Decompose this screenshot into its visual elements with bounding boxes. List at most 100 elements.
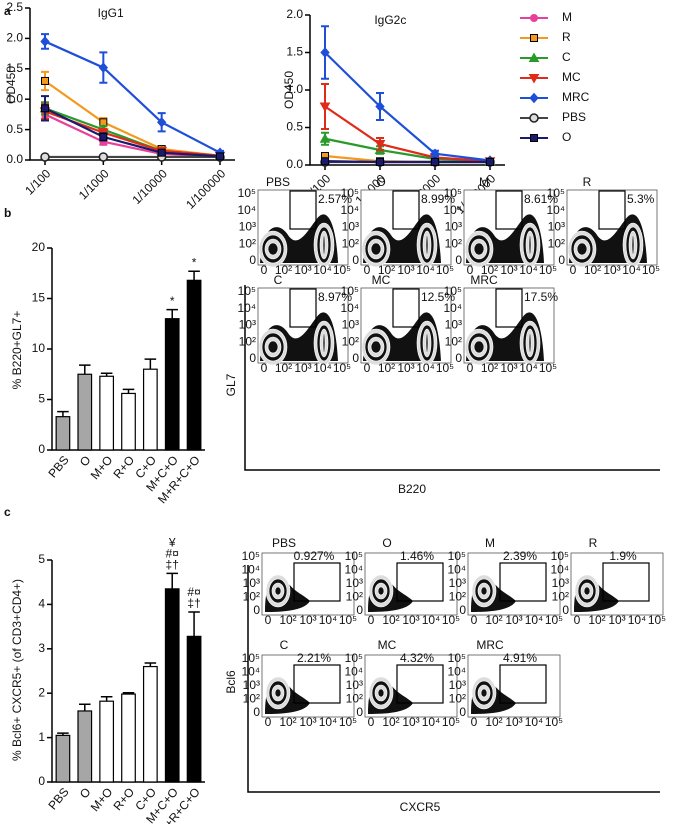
flow-y-tick: 10³ bbox=[552, 576, 569, 590]
bar bbox=[142, 665, 158, 783]
marker bbox=[99, 132, 108, 141]
marker bbox=[320, 47, 330, 58]
y-tick-label: 0.0 bbox=[286, 157, 303, 171]
flow-gate bbox=[396, 664, 444, 704]
x-tick-label: 1/100 bbox=[22, 166, 53, 197]
flow-x-tick: 10⁴ bbox=[313, 263, 332, 277]
flow-y-tick: 10² bbox=[548, 236, 565, 250]
flow-gate bbox=[598, 190, 626, 230]
flow-x-tick: 0 bbox=[261, 263, 268, 277]
flow-x-tick: 10⁴ bbox=[622, 263, 641, 277]
flow-x-tick: 10² bbox=[279, 715, 296, 729]
chart-title: IgG1 bbox=[98, 6, 124, 20]
gate-percent: 2.21% bbox=[297, 651, 331, 665]
flow-contour bbox=[274, 586, 282, 596]
flow-y-tick: 10⁵ bbox=[448, 651, 466, 665]
flow-x-tick: 10² bbox=[378, 263, 395, 277]
flow-y-tick: 0 bbox=[455, 253, 462, 267]
legend-label: R bbox=[562, 30, 571, 44]
flow-contour bbox=[370, 340, 382, 354]
flow-contour bbox=[370, 242, 382, 256]
flow-x-tick: 10⁵ bbox=[339, 715, 357, 729]
flow-plot-title: MC bbox=[372, 273, 391, 287]
y-tick-label: 2.0 bbox=[6, 31, 23, 45]
flow-gate bbox=[293, 562, 341, 602]
flow-gate bbox=[293, 664, 341, 704]
flow-x-tick: 0 bbox=[574, 613, 581, 627]
flow-y-tick: 10⁵ bbox=[238, 186, 256, 200]
flow-y-tick: 0 bbox=[253, 705, 260, 719]
flow-x-tick: 10⁵ bbox=[539, 361, 557, 375]
flow-x-tick: 10⁴ bbox=[313, 361, 332, 375]
flow-y-tick: 0 bbox=[249, 253, 256, 267]
flow-y-tick: 10³ bbox=[449, 576, 466, 590]
bar bbox=[186, 635, 202, 783]
flow-x-tick: 10⁴ bbox=[319, 613, 338, 627]
flow-contour bbox=[425, 332, 429, 354]
flow-y-tick: 0 bbox=[356, 603, 363, 617]
marker bbox=[321, 157, 329, 166]
gate-percent: 8.61% bbox=[524, 192, 558, 206]
marker bbox=[528, 52, 540, 62]
marker bbox=[41, 76, 49, 85]
flow-y-tick: 10² bbox=[449, 692, 466, 706]
axis-line bbox=[244, 285, 660, 471]
flow-x-tick: 10⁴ bbox=[422, 613, 441, 627]
flow-y-tick: 0 bbox=[562, 603, 569, 617]
series-line bbox=[324, 160, 490, 164]
flow-x-tick: 10⁴ bbox=[525, 613, 544, 627]
y-tick-label: 1.5 bbox=[6, 61, 23, 75]
flow-plot-title: C bbox=[274, 273, 283, 287]
flow-x-tick: 10⁵ bbox=[545, 613, 563, 627]
marker bbox=[40, 36, 50, 47]
marker bbox=[216, 152, 224, 161]
y-axis-label: % B220+GL7+ bbox=[10, 311, 24, 390]
flow-contour bbox=[274, 688, 282, 698]
flow-x-tick: 10³ bbox=[603, 263, 620, 277]
legend-label: M bbox=[562, 10, 572, 24]
x-tick-label: R+O bbox=[110, 785, 137, 813]
x-axis-label: B220 bbox=[398, 482, 426, 496]
flow-y-tick: 10² bbox=[239, 236, 256, 250]
flow-contour bbox=[528, 234, 532, 256]
flow-x-tick: 10⁴ bbox=[628, 613, 647, 627]
flow-y-tick: 10³ bbox=[239, 318, 256, 332]
flow-x-tick: 10⁴ bbox=[525, 715, 544, 729]
flow-contour bbox=[322, 332, 326, 354]
flow-contour bbox=[322, 234, 326, 256]
y-axis-label: Bcl6 bbox=[224, 670, 238, 694]
flow-contour bbox=[528, 332, 532, 354]
error-bar bbox=[122, 388, 135, 394]
flow-contour bbox=[480, 586, 488, 596]
flow-x-tick: 10³ bbox=[500, 263, 517, 277]
bar bbox=[121, 392, 136, 451]
error-bar bbox=[144, 358, 157, 370]
gate-percent: 12.5% bbox=[421, 290, 455, 304]
flow-y-tick: 10² bbox=[445, 334, 462, 348]
flow-y-tick: 10⁴ bbox=[447, 665, 466, 679]
flow-x-tick: 10² bbox=[382, 715, 399, 729]
flow-y-tick: 10² bbox=[449, 590, 466, 604]
error-bar bbox=[166, 308, 178, 319]
flow-x-tick: 0 bbox=[265, 715, 272, 729]
flow-x-tick: 10⁴ bbox=[519, 361, 538, 375]
flow-y-tick: 10⁴ bbox=[546, 203, 565, 217]
flow-x-tick: 0 bbox=[570, 263, 577, 277]
y-tick-label: 0.5 bbox=[6, 122, 23, 136]
series-line bbox=[44, 40, 221, 154]
marker bbox=[319, 133, 331, 143]
flow-x-tick: 10⁵ bbox=[333, 361, 351, 375]
significance-mark: * bbox=[192, 255, 197, 269]
bar bbox=[121, 693, 136, 783]
flow-x-tick: 10⁵ bbox=[339, 613, 357, 627]
flow-y-tick: 10⁴ bbox=[344, 563, 363, 577]
x-tick-label: M+O bbox=[88, 785, 116, 814]
panel-label: b bbox=[4, 206, 11, 220]
flow-x-tick: 10³ bbox=[294, 361, 311, 375]
flow-x-tick: 10³ bbox=[402, 715, 419, 729]
flow-x-tick: 10⁵ bbox=[642, 263, 660, 277]
bar bbox=[55, 734, 71, 783]
flow-x-tick: 10² bbox=[588, 613, 605, 627]
flow-x-tick: 10³ bbox=[402, 613, 419, 627]
flow-contour bbox=[425, 234, 429, 256]
